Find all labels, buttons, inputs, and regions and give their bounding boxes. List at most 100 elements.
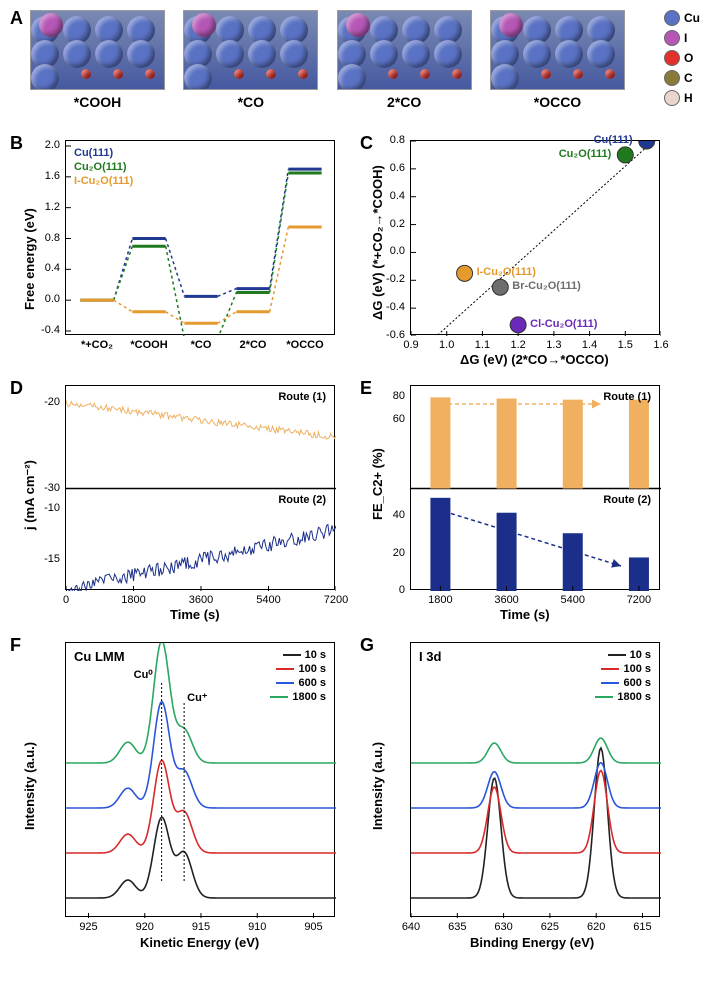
point-label: Cu₂O(111): [559, 148, 612, 160]
xtick: *OCCO: [279, 339, 331, 351]
xtick: 1.4: [578, 339, 602, 351]
ytick: -15: [30, 553, 60, 565]
route-label: Route (2): [603, 494, 651, 506]
label-C: C: [360, 133, 373, 154]
series-label: 600 s: [601, 677, 651, 689]
peak-label: Cu⁺: [187, 691, 207, 704]
structure-image: [490, 10, 625, 90]
atom-label: O: [684, 51, 693, 65]
xlab-F: Kinetic Energy (eV): [140, 935, 259, 950]
structure-thumb: *COOH: [30, 10, 165, 125]
atom-label: H: [684, 91, 693, 105]
xtick: 630: [490, 921, 518, 933]
xtick: 5400: [555, 594, 591, 606]
ylab-B: Free energy (eV): [22, 208, 37, 310]
atom-dot: [664, 50, 680, 66]
peak-label: Cu⁰: [134, 668, 153, 681]
xtick: 1.1: [470, 339, 494, 351]
ytick: 1.6: [30, 170, 60, 182]
ylab-E: FE_C2+ (%): [370, 448, 385, 520]
label-A: A: [10, 8, 23, 29]
route-label: Route (1): [603, 391, 651, 403]
ytick: 0: [379, 584, 405, 596]
xtick: 615: [628, 921, 656, 933]
plot-G: 64063563062562061510 s100 s600 s1800 sI …: [410, 642, 660, 917]
point-label: Cu(111): [594, 134, 633, 146]
xtick: 1800: [422, 594, 458, 606]
plot-B: -0.40.00.40.81.21.62.0*+CO₂*COOH*CO2*CO*…: [65, 140, 335, 335]
xtick: 3600: [489, 594, 525, 606]
series-label: 1800 s: [270, 691, 326, 703]
series-label: I-Cu₂O(111): [74, 175, 133, 187]
series-label: 1800 s: [595, 691, 651, 703]
atom-label: I: [684, 31, 687, 45]
xlab-E: Time (s): [500, 607, 550, 622]
xtick: 1800: [116, 594, 152, 606]
plot-C: 0.91.01.11.21.31.41.51.6-0.6-0.4-0.20.00…: [410, 140, 660, 335]
atom-dot: [664, 10, 680, 26]
series-label: Cu(111): [74, 147, 113, 159]
xtick: 625: [536, 921, 564, 933]
xtick: 7200: [621, 594, 657, 606]
xtick: 1.0: [435, 339, 459, 351]
series-label: Cu₂O(111): [74, 161, 127, 173]
xtick: 7200: [318, 594, 354, 606]
atom-legend-row: Cu: [664, 10, 714, 26]
point-label: Cl-Cu₂O(111): [530, 318, 597, 330]
xtick: 2*CO: [227, 339, 279, 351]
label-B: B: [10, 133, 23, 154]
xtick: 640: [397, 921, 425, 933]
series-label: 10 s: [608, 649, 651, 661]
atom-legend: CuIOCH: [664, 10, 714, 110]
structure-image: [183, 10, 318, 90]
series-label: 10 s: [283, 649, 326, 661]
point-label: Br-Cu₂O(111): [512, 280, 580, 292]
ylab-F: Intensity (a.u.): [22, 742, 37, 830]
structure-image: [30, 10, 165, 90]
atom-label: Cu: [684, 11, 700, 25]
ytick: 60: [379, 413, 405, 425]
xlab-C: ΔG (eV) (2*CO→*OCCO): [460, 352, 609, 367]
point-label: I-Cu₂O(111): [477, 266, 536, 278]
panel-A: *COOH *CO 2*CO *OCCO: [30, 10, 625, 125]
xtick: *COOH: [123, 339, 175, 351]
xtick: 910: [243, 921, 271, 933]
label-F: F: [10, 635, 21, 656]
plot-E: 6080Route (1)02040Route (2)1800360054007…: [410, 385, 660, 590]
ytick: 80: [379, 390, 405, 402]
ytick: -0.6: [375, 329, 405, 341]
series-label: 100 s: [601, 663, 651, 675]
xtick: 1.2: [506, 339, 530, 351]
xtick: 635: [443, 921, 471, 933]
route-label: Route (2): [278, 494, 326, 506]
xtick: *+CO₂: [71, 339, 123, 351]
structure-image: [337, 10, 472, 90]
xlab-D: Time (s): [170, 607, 220, 622]
xlab-G: Binding Energy (eV): [470, 935, 594, 950]
structure-label: 2*CO: [337, 94, 472, 110]
xtick: 5400: [251, 594, 287, 606]
figure-root: CuIOCH A *COOH*CO2*CO*OCCO B -0.40.00.40…: [0, 0, 720, 985]
atom-legend-row: I: [664, 30, 714, 46]
plot-D: -30-20Route (1)-15-10Route (2)0180036005…: [65, 385, 335, 590]
xtick: 620: [582, 921, 610, 933]
structure-label: *OCCO: [490, 94, 625, 110]
xtick: 0: [48, 594, 84, 606]
ytick: 2.0: [30, 139, 60, 151]
atom-dot: [664, 30, 680, 46]
ylab-C: ΔG (eV) (*+CO₂→*COOH): [370, 165, 385, 320]
xtick: 3600: [183, 594, 219, 606]
xtick: 925: [75, 921, 103, 933]
xtick: 1.5: [613, 339, 637, 351]
structure-thumb: *OCCO: [490, 10, 625, 125]
plot-title: Cu LMM: [74, 649, 125, 664]
atom-dot: [664, 70, 680, 86]
plot-F: 92592091591090510 s100 s600 s1800 sCu LM…: [65, 642, 335, 917]
xtick: *CO: [175, 339, 227, 351]
structure-label: *CO: [183, 94, 318, 110]
structure-label: *COOH: [30, 94, 165, 110]
xtick: 905: [300, 921, 328, 933]
structure-thumb: *CO: [183, 10, 318, 125]
ytick: -0.4: [30, 324, 60, 336]
route-label: Route (1): [278, 391, 326, 403]
